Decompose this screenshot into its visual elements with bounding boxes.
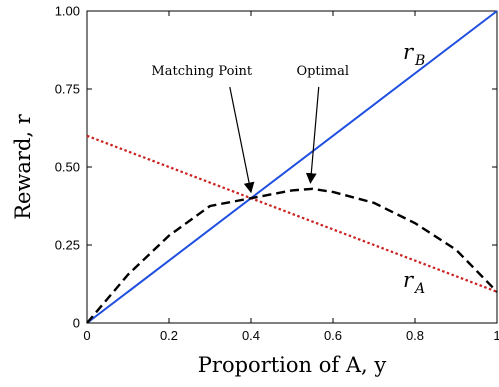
series-line-r-a	[86, 134, 498, 293]
annotation-label: Matching Point	[151, 64, 253, 79]
annotation-arrow	[229, 86, 255, 194]
y-tick-label: 0	[73, 316, 80, 331]
x-tick-label: 0.8	[406, 328, 424, 343]
series-layer: r Br A	[86, 10, 498, 324]
annotation-label: Optimal	[296, 64, 349, 79]
annotation-arrow	[305, 86, 320, 184]
y-tick-label: 1.00	[55, 4, 80, 19]
series-label-main: r	[403, 40, 415, 64]
series-label-sub: A	[413, 281, 425, 297]
y-tick-label: 0.75	[55, 82, 80, 97]
axes: 0 0.2 0.4 0.6 0.8 1 0 0.25 0.50 0.75 1.00	[55, 4, 499, 344]
series-label-main: r	[403, 268, 415, 292]
y-tick-label: 0.25	[55, 238, 80, 253]
series-line-2	[86, 187, 498, 324]
y-tick-label: 0.50	[55, 160, 80, 175]
axis-labels: Proportion of A, y Reward, r	[11, 113, 386, 377]
x-tick-label: 0.2	[160, 328, 178, 343]
x-axis-label: Proportion of A, y	[198, 353, 387, 377]
x-tick-label: 0	[83, 328, 90, 343]
y-axis-label: Reward, r	[11, 113, 35, 220]
series-line-r-b	[86, 10, 498, 324]
x-tick-label: 0.4	[242, 328, 260, 343]
x-tick-label: 0.6	[324, 328, 342, 343]
annotations: Matching Point Optimal	[151, 64, 349, 194]
series-label-sub: B	[414, 53, 425, 69]
x-tick-label: 1	[493, 328, 499, 343]
